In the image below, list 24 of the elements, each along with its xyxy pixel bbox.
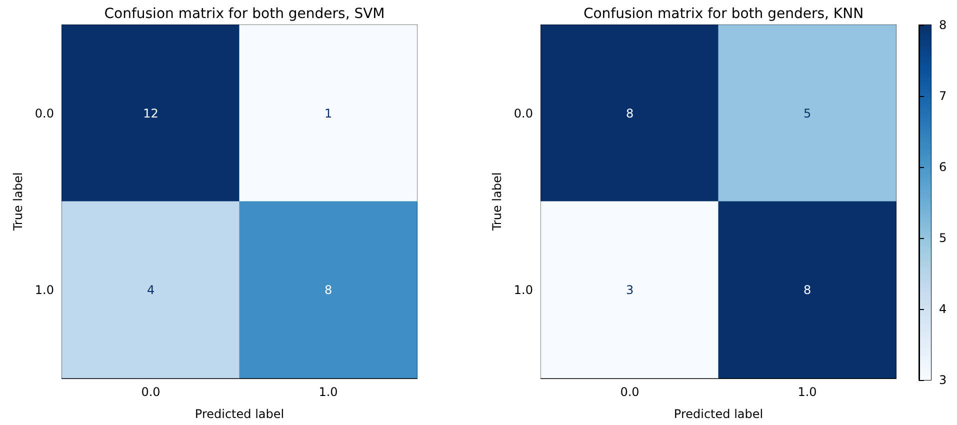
data-label: 5 — [802, 106, 811, 120]
x-axis-title: Predicted label — [673, 407, 763, 421]
x-tick-label: 1.0 — [318, 385, 338, 399]
y-axis-title: True label — [11, 172, 25, 232]
chart-title: Confusion matrix for both genders, SVM — [104, 6, 385, 22]
chart-title: Confusion matrix for both genders, KNN — [582, 6, 864, 22]
color-bar-label: 6 — [938, 160, 946, 174]
data-label: 12 — [143, 106, 158, 120]
color-bar-label: 7 — [938, 89, 946, 103]
color-bar-label: 4 — [938, 302, 946, 316]
data-label: 8 — [324, 282, 332, 297]
x-axis-title: Predicted label — [194, 407, 284, 421]
color-bar-label: 3 — [938, 373, 946, 387]
color-bar-label: 8 — [938, 18, 946, 32]
x-tick-label: 0.0 — [141, 385, 160, 399]
data-label: 8 — [802, 282, 811, 297]
data-label: 1 — [324, 106, 332, 120]
y-axis-title: True label — [490, 172, 504, 232]
x-tick-label: 1.0 — [797, 385, 816, 399]
data-label: 8 — [625, 106, 634, 120]
x-tick-label: 0.0 — [620, 385, 639, 399]
data-label: 3 — [625, 282, 634, 297]
color-bar-label: 5 — [938, 231, 946, 245]
data-label: 4 — [146, 282, 155, 297]
